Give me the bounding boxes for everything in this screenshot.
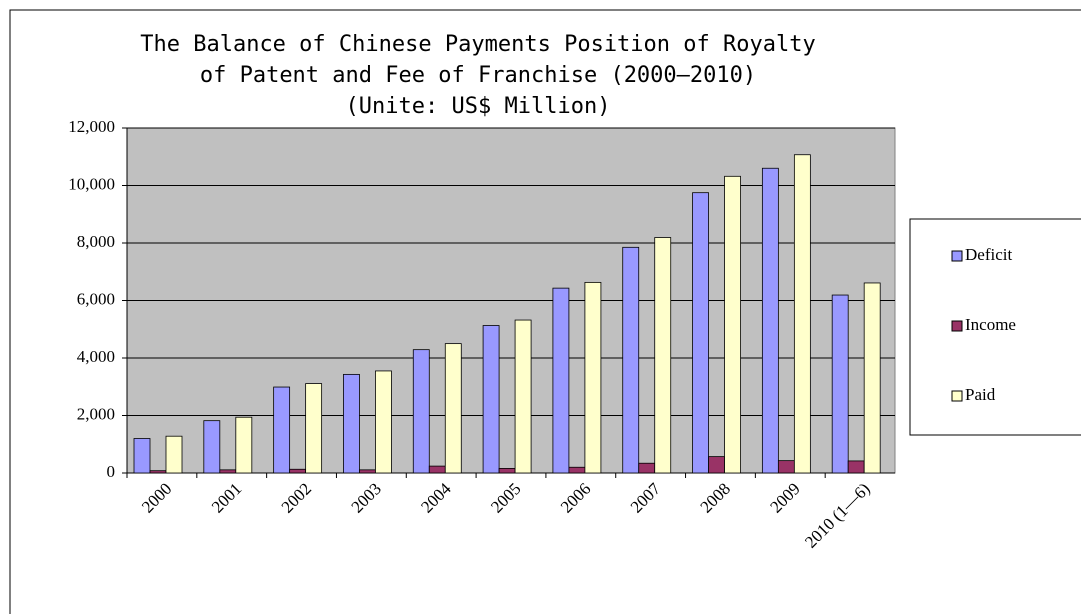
y-tick-label: 4,000 bbox=[77, 347, 115, 366]
bar bbox=[761, 167, 779, 474]
bar bbox=[638, 462, 656, 474]
chart-title: The Balance of Chinese Payments Position… bbox=[140, 32, 816, 57]
bar bbox=[831, 294, 849, 474]
bar bbox=[343, 373, 360, 474]
bar bbox=[584, 281, 602, 474]
bar bbox=[133, 438, 151, 474]
bar bbox=[793, 154, 811, 474]
legend-swatch bbox=[951, 250, 963, 262]
bar bbox=[777, 460, 795, 474]
bar bbox=[654, 237, 672, 474]
bar bbox=[203, 420, 221, 474]
bar bbox=[165, 435, 183, 474]
chart-subtitle: (Unite: US$ Million) bbox=[346, 94, 611, 119]
y-tick-label: 0 bbox=[107, 462, 116, 481]
bar bbox=[514, 319, 532, 474]
y-tick-label: 12,000 bbox=[68, 117, 115, 136]
bar bbox=[375, 370, 392, 474]
bar bbox=[724, 175, 741, 474]
bar bbox=[149, 470, 167, 474]
chart-title: of Patent and Fee of Franchise (2000—201… bbox=[200, 63, 756, 88]
bar bbox=[692, 192, 709, 474]
legend-swatch bbox=[951, 390, 963, 402]
bar bbox=[444, 343, 462, 474]
bar bbox=[863, 282, 881, 474]
bar bbox=[482, 325, 500, 474]
bar bbox=[622, 246, 640, 474]
bar bbox=[235, 416, 253, 474]
y-tick-label: 6,000 bbox=[77, 289, 115, 308]
legend bbox=[909, 218, 1081, 436]
bar bbox=[552, 287, 570, 474]
bar bbox=[412, 349, 430, 474]
y-tick-label: 10,000 bbox=[68, 174, 115, 193]
legend-label: Paid bbox=[965, 385, 996, 404]
bar bbox=[428, 465, 446, 474]
bar bbox=[289, 468, 307, 474]
bar bbox=[219, 469, 237, 474]
bar bbox=[273, 386, 291, 474]
bar bbox=[847, 460, 865, 474]
bar bbox=[305, 383, 323, 474]
bar bbox=[359, 469, 376, 474]
bar bbox=[568, 466, 586, 474]
y-tick-label: 8,000 bbox=[77, 232, 115, 251]
bar bbox=[708, 456, 725, 474]
y-tick-label: 2,000 bbox=[77, 404, 115, 423]
bar bbox=[498, 467, 516, 474]
legend-label: Income bbox=[965, 315, 1016, 334]
legend-swatch bbox=[951, 320, 963, 332]
legend-label: Deficit bbox=[965, 245, 1012, 264]
